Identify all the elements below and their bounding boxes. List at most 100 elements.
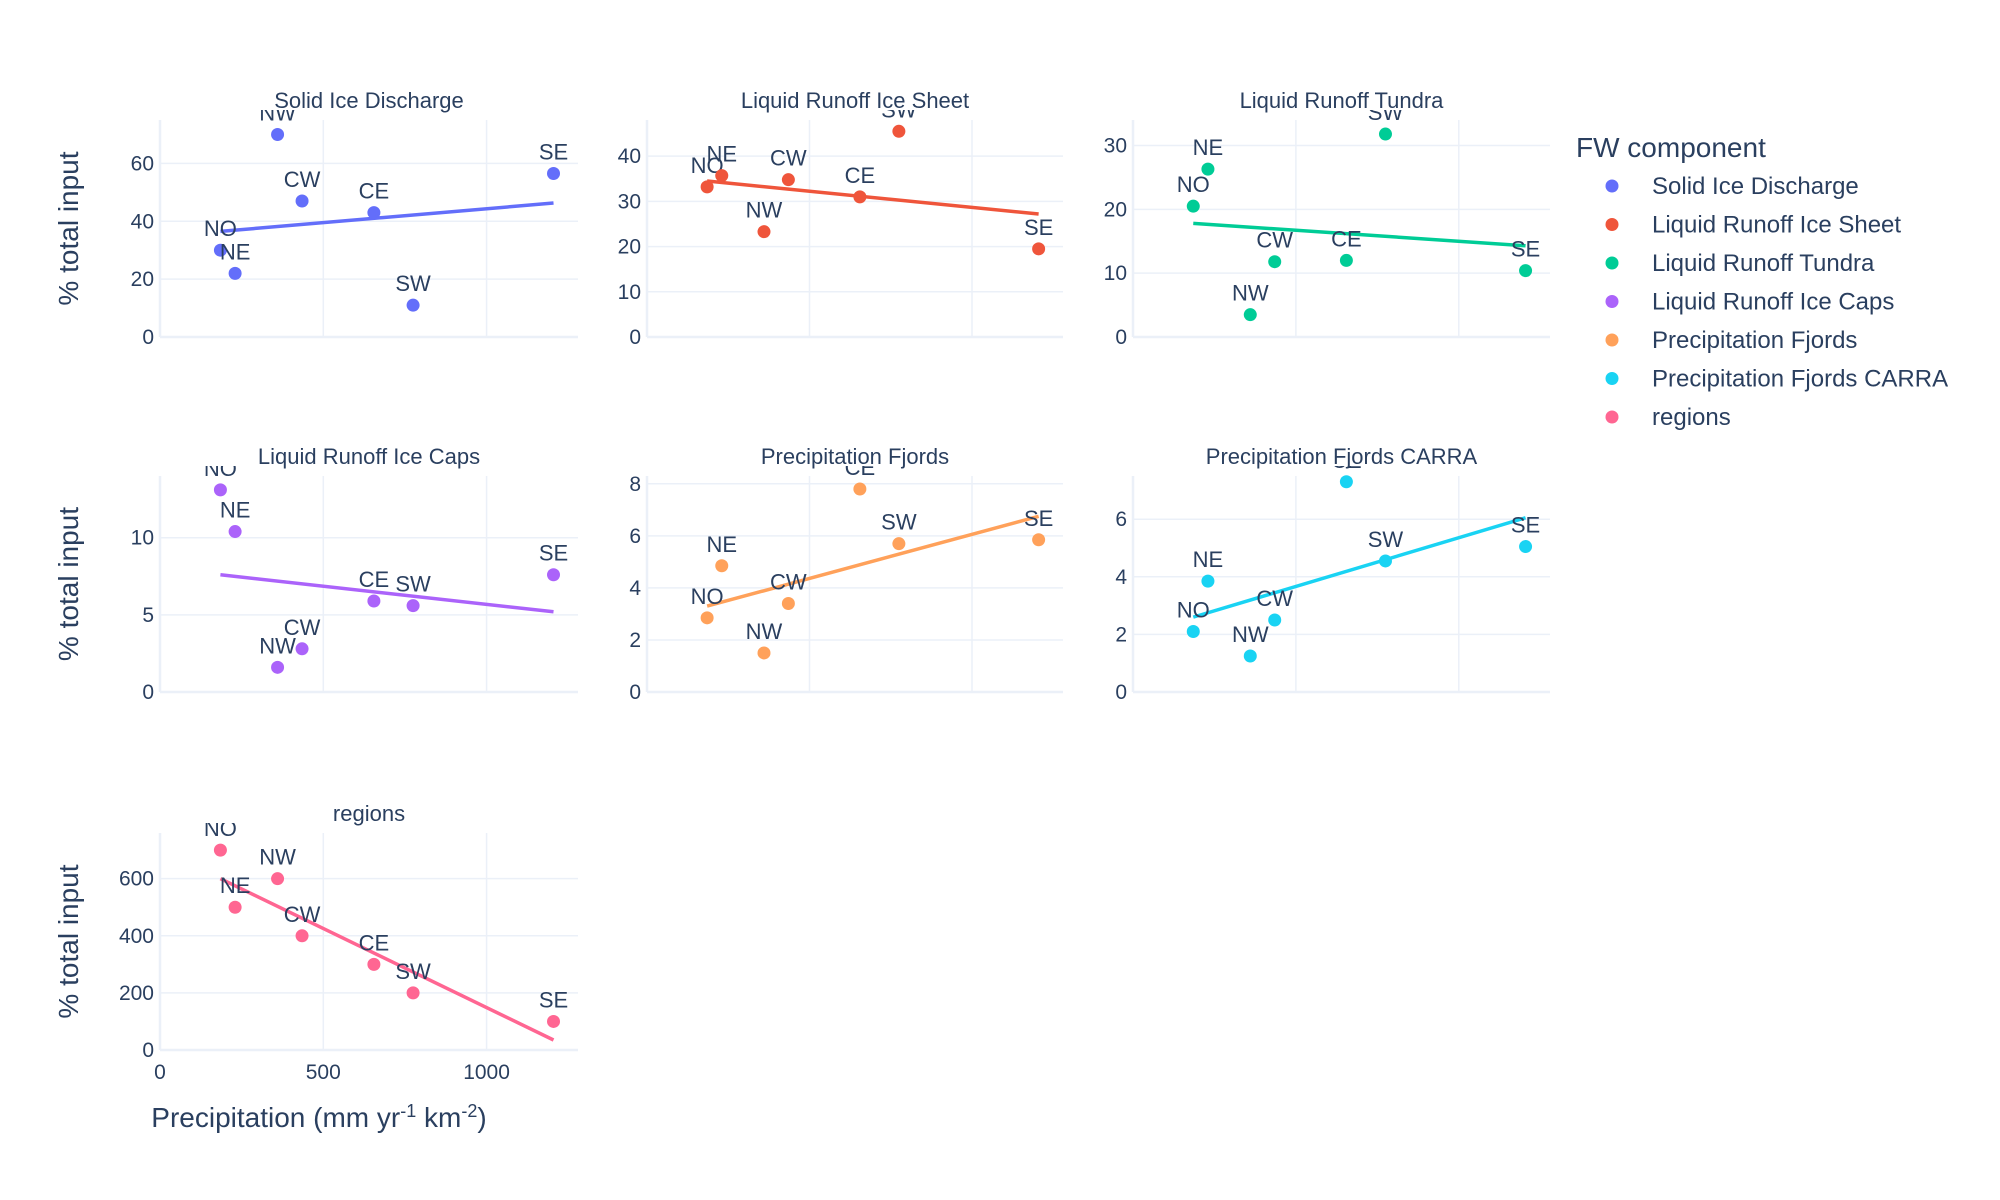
point-label: CW: [770, 570, 807, 595]
point-label: SE: [1024, 215, 1053, 240]
legend-item-label: Precipitation Fjords: [1652, 327, 1857, 354]
y-tick-label: 0: [629, 681, 641, 704]
point-label: CW: [284, 902, 321, 927]
point-label: NO: [691, 584, 724, 609]
data-point-se: [1519, 540, 1533, 554]
trend-line: [1192, 516, 1527, 619]
point-label: SE: [1511, 513, 1540, 538]
data-point-cw: [1268, 255, 1282, 269]
point-label: SW: [395, 959, 431, 984]
subplot-3: 0 10 20 30 Liquid Runoff Tundra NO NE NW CW CE SW S…: [1104, 88, 1550, 349]
legend-item-label: Liquid Runoff Ice Caps: [1652, 289, 1894, 316]
data-point-nw: [757, 225, 771, 239]
y-tick-label: 30: [1104, 135, 1127, 158]
legend-marker: [1605, 179, 1619, 193]
point-label: NE: [220, 239, 251, 264]
y-tick-label: 10: [131, 527, 154, 550]
y-tick-label: 5: [142, 604, 154, 627]
point-label: NO: [1177, 172, 1210, 197]
point-label: CE: [359, 930, 390, 955]
data-point-se: [1032, 533, 1046, 547]
point-label: NW: [259, 845, 296, 870]
data-point-ne: [1201, 162, 1215, 176]
y-tick-label: 2: [1115, 623, 1127, 646]
point-label: NE: [1193, 547, 1224, 572]
point-label: SW: [881, 97, 917, 122]
subplot-title: Precipitation Fjords CARRA: [1206, 444, 1478, 469]
data-point-se: [1032, 242, 1046, 256]
x-tick-label: 1000: [463, 1061, 510, 1084]
legend-marker: [1605, 410, 1619, 424]
data-point-ne: [715, 559, 729, 573]
y-tick-label: 8: [629, 473, 641, 496]
point-label: NO: [204, 456, 237, 481]
trend-line: [220, 573, 554, 614]
point-label: CW: [1256, 228, 1293, 253]
y-tick-label: 400: [119, 925, 154, 948]
point-label: SW: [395, 572, 431, 597]
point-label: NE: [706, 532, 737, 557]
data-point-ce: [367, 206, 381, 220]
y-tick-label: 10: [618, 281, 641, 304]
trend-line: [220, 201, 554, 234]
data-point-cw: [781, 173, 795, 187]
y-tick-label: 0: [142, 326, 154, 349]
legend-marker: [1605, 333, 1619, 347]
data-point-ne: [228, 900, 242, 914]
point-label: CE: [845, 163, 876, 188]
y-tick-label: 20: [618, 236, 641, 259]
point-label: CW: [770, 146, 807, 171]
data-point-no: [1186, 199, 1200, 213]
subplot-5: 0 2 4 6 8 Precipitation Fjords NO NE NW CW CE SW SE: [629, 444, 1063, 704]
point-label: NW: [259, 100, 296, 125]
legend-marker: [1605, 295, 1619, 308]
data-point-no: [213, 843, 227, 857]
point-label: CW: [284, 167, 321, 192]
data-point-sw: [1378, 554, 1392, 568]
data-point-no: [1186, 625, 1200, 639]
point-label: NE: [1193, 135, 1224, 160]
point-label: SE: [1024, 506, 1053, 531]
data-point-nw: [271, 872, 285, 886]
y-tick-label: 40: [131, 210, 154, 233]
trend-line: [706, 179, 1039, 216]
point-label: SE: [539, 987, 568, 1012]
data-point-ce: [367, 957, 381, 971]
data-point-nw: [1243, 308, 1257, 322]
data-point-no: [213, 483, 227, 497]
point-label: SW: [1368, 527, 1404, 552]
data-point-nw: [271, 660, 285, 674]
legend-item-label: Liquid Runoff Ice Sheet: [1652, 212, 1901, 239]
subplot-title: Precipitation Fjords: [761, 444, 949, 469]
point-label: NW: [259, 633, 296, 658]
y-tick-label: 2: [629, 629, 641, 652]
data-point-sw: [406, 599, 420, 613]
point-label: NW: [1232, 622, 1269, 647]
point-label: NO: [204, 216, 237, 241]
data-point-ce: [853, 482, 867, 496]
point-label: NE: [220, 873, 251, 898]
point-label: NW: [746, 619, 783, 644]
legend: FW component Solid Ice Discharge Liquid R…: [1576, 132, 1948, 431]
subplot-6: 0 2 4 6 Precipitation Fjords CARRA NO NE NW CW CE…: [1115, 444, 1550, 704]
y-tick-label: 200: [119, 982, 154, 1005]
y-tick-label: 20: [131, 268, 154, 291]
y-axis-label: % total input: [53, 507, 84, 661]
data-point-se: [547, 568, 561, 582]
data-point-ce: [1339, 253, 1353, 267]
data-point-no: [213, 243, 227, 257]
point-label: CE: [845, 455, 876, 480]
x-axis-label: Precipitation (mm yr-1 km-2): [151, 1101, 486, 1133]
y-tick-label: 4: [629, 577, 641, 600]
data-point-sw: [892, 124, 906, 138]
point-label: NE: [706, 142, 737, 167]
y-tick-label: 0: [1115, 326, 1127, 349]
trend-line: [219, 877, 555, 1042]
